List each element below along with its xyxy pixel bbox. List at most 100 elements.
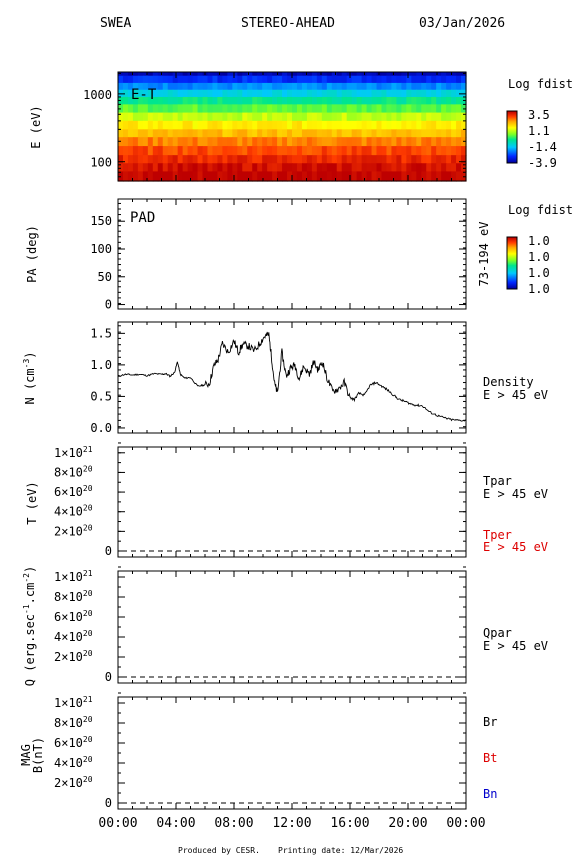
et-cell (381, 163, 388, 173)
et-cell (207, 155, 214, 164)
x-tick-label: 20:00 (388, 816, 427, 831)
et-cell (187, 146, 194, 156)
et-cell (431, 89, 437, 98)
et-cell (386, 163, 393, 173)
et-cell (306, 112, 313, 122)
et-cell (167, 112, 174, 122)
et-cell (287, 75, 293, 84)
et-cell (192, 112, 199, 122)
et-cell (346, 112, 353, 122)
et-cell (371, 72, 378, 77)
et-cell (396, 89, 402, 98)
et-cell (252, 96, 258, 105)
et-cell (446, 163, 452, 173)
et-cell (421, 155, 427, 164)
pad-colorbar-swatch (507, 247, 517, 249)
et-cell (421, 72, 427, 77)
et-cell (167, 129, 174, 138)
et-cell (157, 96, 164, 105)
et-cell (147, 104, 154, 114)
et-cell (247, 96, 253, 105)
et-cell (192, 89, 199, 98)
pad-colorbar-swatch (507, 270, 517, 272)
et-cell (301, 89, 308, 98)
et-cell (252, 75, 258, 84)
et-colorbar-swatch (507, 128, 517, 130)
et-cell (172, 96, 179, 105)
et-cell (267, 120, 273, 130)
et-colorbar-swatch (507, 117, 517, 119)
et-cell (197, 171, 204, 182)
et-cell (451, 146, 457, 156)
pad-label: PAD (130, 210, 155, 226)
et-cell (237, 104, 243, 114)
et-cell (282, 146, 288, 156)
et-cell (356, 96, 363, 105)
et-cell (162, 163, 169, 173)
et-cell (217, 82, 223, 91)
et-colorbar-tick: 1.1 (528, 124, 550, 138)
et-cell (361, 129, 368, 138)
et-cell (292, 75, 298, 84)
et-cell (396, 146, 402, 156)
et-cell (326, 146, 333, 156)
et-cell (212, 120, 219, 130)
et-cell (326, 163, 333, 173)
et-cell (396, 120, 402, 130)
pad-colorbar-swatch (507, 239, 517, 241)
et-cell (316, 89, 323, 98)
et-cell (456, 75, 462, 84)
et-cell (366, 129, 373, 138)
et-colorbar-swatch (507, 150, 517, 152)
et-cell (296, 137, 303, 147)
et-cell (277, 171, 283, 182)
et-cell (461, 163, 467, 173)
et-cell (411, 96, 417, 105)
et-cell (247, 146, 253, 156)
et-cell (376, 146, 383, 156)
et-cell (381, 171, 388, 182)
et-cell (267, 137, 273, 147)
et-cell (197, 146, 204, 156)
et-cell (222, 104, 228, 114)
et-cell (451, 171, 457, 182)
et-cell (167, 104, 174, 114)
et-cell (426, 82, 432, 91)
et-cell (227, 120, 233, 130)
et-cell (346, 96, 353, 105)
et-cell (331, 129, 338, 138)
pad-colorbar-tick: 1.0 (528, 250, 550, 264)
et-cell (366, 137, 373, 147)
et-cell (356, 137, 363, 147)
et-cell (122, 171, 129, 182)
et-cell (262, 146, 268, 156)
et-cell (272, 137, 278, 147)
et-cell (401, 171, 407, 182)
et-cell (257, 82, 263, 91)
et-cell (132, 163, 139, 173)
et-cell (401, 72, 407, 77)
et-cell (396, 75, 402, 84)
et-cell (192, 171, 199, 182)
et-cell (301, 137, 308, 147)
et-cell (217, 171, 223, 182)
et-cell (132, 75, 139, 84)
et-cell (232, 72, 238, 77)
pad-colorbar-swatch (507, 262, 517, 264)
et-cell (157, 137, 164, 147)
et-cell (147, 120, 154, 130)
et-cell (421, 146, 427, 156)
et-cell (157, 155, 164, 164)
et-cell (381, 75, 388, 84)
tper-legend: Tper (483, 528, 512, 542)
et-cell (182, 120, 189, 130)
et-cell (262, 171, 268, 182)
et-cell (177, 171, 184, 182)
et-cell (277, 89, 283, 98)
density-panel-ytick-label: 0.5 (90, 389, 112, 403)
et-cell (247, 72, 253, 77)
et-cell (207, 96, 214, 105)
et-cell (371, 112, 378, 122)
density-panel-ytick-label: 0.0 (90, 421, 112, 435)
et-cell (401, 129, 407, 138)
